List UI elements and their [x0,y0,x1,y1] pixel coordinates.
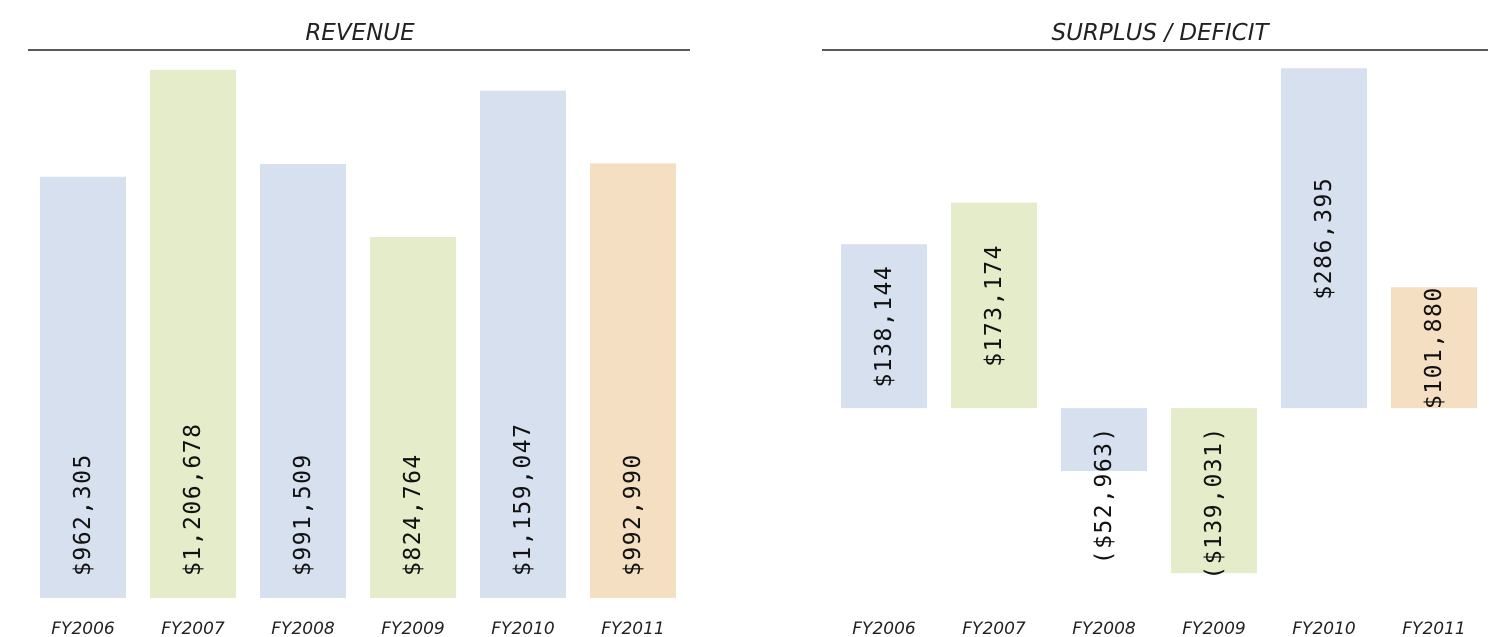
revenue-bar-fy2007 [150,69,236,598]
revenue-tick-label-fy2006: FY2006 [51,619,115,637]
surplus-deficit-tick-label-fy2008: FY2008 [1072,619,1136,637]
revenue-value-label-fy2011: $992,990 [620,453,646,576]
revenue-value-label-fy2007: $1,206,678 [180,423,206,576]
revenue-bar-fy2008 [260,164,346,598]
revenue-value-label-fy2006: $962,305 [70,453,96,576]
surplus-deficit-bar-fy2007 [951,202,1037,409]
surplus-deficit-x-axis-ticks: FY2006 FY2007 FY2008 FY2009 FY2010 FY2011 [852,619,1465,637]
surplus-deficit-value-label-fy2010: $286,395 [1311,177,1337,300]
revenue-tick-label-fy2010: FY2010 [491,619,554,637]
surplus-deficit-value-label-fy2007: $173,174 [981,244,1007,367]
surplus-deficit-chart: SURPLUS / DEFICIT $138,144 $173,174 ($52,9… [822,20,1488,637]
revenue-bars: $962,305 $1,206,678 $991,509 $824,764 $1,159… [40,69,676,598]
revenue-value-label-fy2008: $991,509 [290,453,316,576]
revenue-bar-fy2009 [370,236,456,598]
surplus-deficit-bar-fy2010 [1281,68,1367,409]
surplus-deficit-value-label-fy2006: $138,144 [871,265,897,388]
revenue-bar-fy2011 [590,163,676,598]
surplus-deficit-bar-fy2009 [1171,408,1257,574]
revenue-bar-fy2006 [40,176,126,598]
revenue-x-axis-ticks: FY2006 FY2007 FY2008 FY2009 FY2010 FY2011 [51,619,664,637]
revenue-bar-fy2010 [480,90,566,598]
surplus-deficit-bar-fy2008 [1061,408,1147,471]
revenue-tick-label-fy2008: FY2008 [271,619,335,637]
revenue-tick-label-fy2009: FY2009 [381,619,444,637]
revenue-value-label-fy2009: $824,764 [400,453,426,576]
surplus-deficit-tick-label-fy2011: FY2011 [1402,619,1465,637]
surplus-deficit-tick-label-fy2010: FY2010 [1292,619,1355,637]
surplus-deficit-tick-label-fy2006: FY2006 [852,619,916,637]
revenue-chart: REVENUE $962,305 $1,206,678 $991,509 $824,7… [28,20,690,637]
revenue-chart-title: REVENUE [305,20,415,46]
revenue-tick-label-fy2011: FY2011 [601,619,664,637]
surplus-deficit-value-label-fy2009: ($139,031) [1201,426,1227,579]
surplus-deficit-value-label-fy2011: $101,880 [1421,286,1447,409]
surplus-deficit-tick-label-fy2007: FY2007 [962,619,1026,637]
revenue-value-label-fy2010: $1,159,047 [510,423,536,576]
surplus-deficit-value-label-fy2008: ($52,963) [1091,426,1117,564]
surplus-deficit-bar-fy2006 [841,244,927,409]
surplus-deficit-chart-title: SURPLUS / DEFICIT [1051,20,1270,46]
surplus-deficit-tick-label-fy2009: FY2009 [1182,619,1245,637]
surplus-deficit-bars: $138,144 $173,174 ($52,963) ($139,031) $286,… [841,68,1477,580]
revenue-tick-label-fy2007: FY2007 [161,619,225,637]
surplus-deficit-bar-fy2011 [1391,287,1477,409]
